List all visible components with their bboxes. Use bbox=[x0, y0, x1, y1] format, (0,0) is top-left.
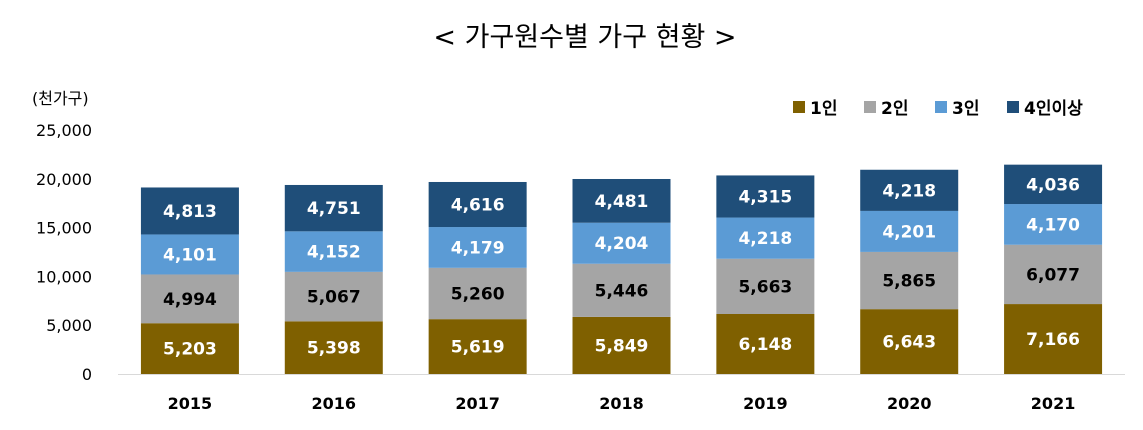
bar-segment bbox=[1004, 204, 1103, 245]
y-tick-label: 0 bbox=[82, 365, 92, 384]
bar-segment bbox=[140, 274, 239, 324]
data-label: 4,036 bbox=[1026, 175, 1080, 195]
bar-segment bbox=[284, 321, 383, 374]
legend-label: 4인이상 bbox=[1024, 99, 1083, 119]
data-label: 6,643 bbox=[882, 333, 936, 353]
data-label: 4,994 bbox=[163, 290, 217, 310]
y-tick-label: 10,000 bbox=[36, 267, 92, 286]
data-label: 4,152 bbox=[307, 243, 361, 263]
legend-label: 2인 bbox=[881, 99, 908, 119]
legend-swatch bbox=[864, 101, 876, 113]
x-tick-label: 2021 bbox=[1031, 394, 1076, 413]
y-axis-ticks: 0 5,000 10,000 15,000 20,000 25,000 bbox=[36, 121, 92, 384]
bar-segment bbox=[716, 217, 815, 259]
bar-segment bbox=[428, 267, 527, 320]
data-label: 4,179 bbox=[451, 238, 505, 258]
data-label: 4,170 bbox=[1026, 215, 1080, 235]
bar-segment bbox=[572, 316, 671, 374]
bar-segment bbox=[428, 319, 527, 374]
bars-group: 5,203 4,994 4,101 4,813 5,398 5,067 4,152 4,751… bbox=[140, 164, 1103, 374]
legend-swatch bbox=[1007, 101, 1019, 113]
data-label: 4,204 bbox=[595, 234, 649, 254]
data-label: 4,481 bbox=[595, 192, 649, 212]
y-tick-label: 25,000 bbox=[36, 121, 92, 140]
legend: 1인 2인 3인 4인이상 bbox=[793, 99, 1083, 119]
x-tick-label: 2018 bbox=[599, 394, 644, 413]
data-label: 6,077 bbox=[1026, 265, 1080, 285]
data-label: 5,067 bbox=[307, 288, 361, 308]
data-label: 4,218 bbox=[882, 181, 936, 201]
bar-segment bbox=[428, 181, 527, 228]
x-tick-label: 2020 bbox=[887, 394, 932, 413]
bar-segment bbox=[284, 184, 383, 232]
x-tick-label: 2017 bbox=[455, 394, 500, 413]
legend-label: 3인 bbox=[952, 99, 979, 119]
data-label: 4,616 bbox=[451, 196, 505, 216]
legend-swatch bbox=[935, 101, 947, 113]
bar-segment bbox=[284, 231, 383, 272]
data-label: 5,849 bbox=[595, 336, 649, 356]
x-tick-label: 2019 bbox=[743, 394, 788, 413]
x-tick-label: 2016 bbox=[312, 394, 357, 413]
bar-segment bbox=[1004, 244, 1103, 305]
bar-segment bbox=[860, 251, 959, 310]
chart-title: < 가구원수별 가구 현황 > bbox=[433, 22, 736, 53]
data-label: 5,446 bbox=[595, 281, 649, 301]
data-label: 5,203 bbox=[163, 340, 217, 360]
bar-segment bbox=[716, 258, 815, 314]
bar-segment bbox=[572, 222, 671, 264]
data-label: 5,260 bbox=[451, 284, 505, 304]
data-label: 7,166 bbox=[1026, 330, 1080, 350]
bar-segment bbox=[1004, 304, 1103, 374]
legend-label: 1인 bbox=[810, 99, 837, 119]
x-axis-ticks: 2015 2016 2017 2018 2019 2020 2021 bbox=[168, 394, 1076, 413]
bar-segment bbox=[1004, 164, 1103, 205]
bar-segment bbox=[860, 309, 959, 374]
data-label: 5,663 bbox=[738, 277, 792, 297]
bar-segment bbox=[284, 271, 383, 322]
y-tick-label: 20,000 bbox=[36, 170, 92, 189]
bar-segment bbox=[716, 313, 815, 374]
data-label: 4,751 bbox=[307, 199, 361, 219]
data-label: 4,101 bbox=[163, 245, 217, 265]
bar-segment bbox=[140, 234, 239, 275]
bar-segment bbox=[428, 227, 527, 268]
bar-segment bbox=[572, 263, 671, 317]
x-tick-label: 2015 bbox=[168, 394, 213, 413]
y-tick-label: 15,000 bbox=[36, 219, 92, 238]
bar-segment bbox=[860, 210, 959, 252]
bar-segment bbox=[140, 323, 239, 374]
data-label: 5,865 bbox=[882, 272, 936, 292]
data-label: 4,813 bbox=[163, 202, 217, 222]
bar-segment bbox=[716, 175, 815, 218]
data-label: 5,619 bbox=[451, 338, 505, 358]
y-tick-label: 5,000 bbox=[46, 316, 92, 335]
data-label: 4,218 bbox=[738, 229, 792, 249]
bar-segment bbox=[140, 187, 239, 235]
data-label: 5,398 bbox=[307, 339, 361, 359]
data-label: 4,315 bbox=[738, 187, 792, 207]
bar-segment bbox=[572, 178, 671, 223]
data-label: 4,201 bbox=[882, 222, 936, 242]
bar-segment bbox=[860, 169, 959, 211]
y-axis-unit-label: (천가구) bbox=[32, 89, 89, 108]
data-label: 6,148 bbox=[738, 335, 792, 355]
legend-swatch bbox=[793, 101, 805, 113]
